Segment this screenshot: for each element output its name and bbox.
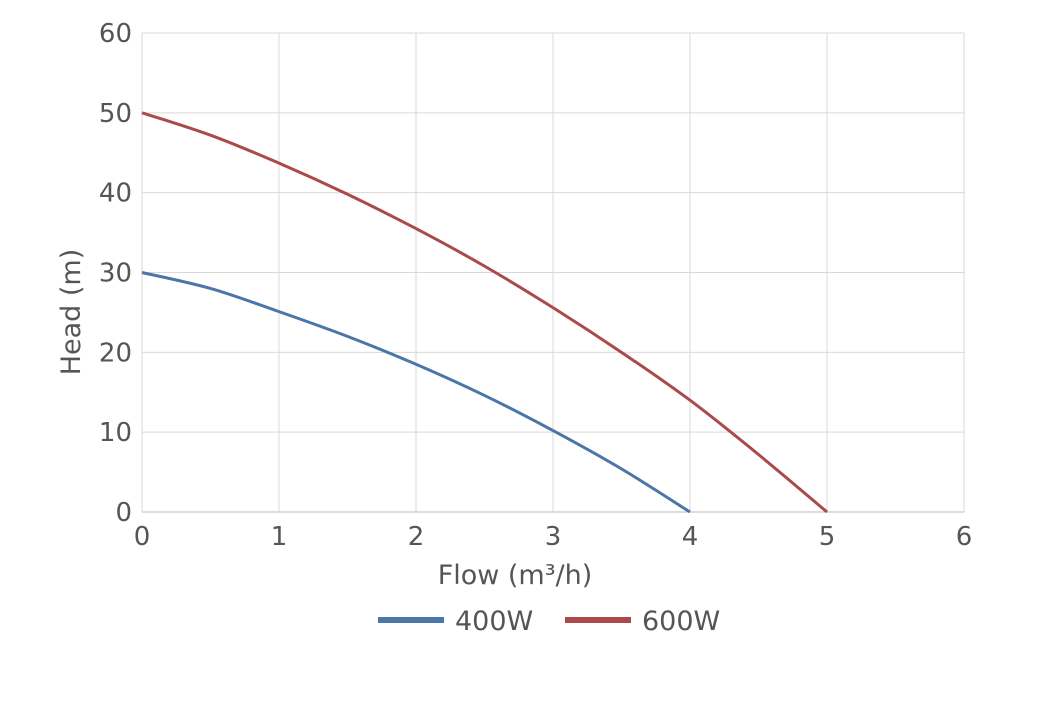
x-tick-label: 1 (271, 522, 288, 552)
y-tick-label: 60 (99, 19, 132, 49)
series-line-600W (141, 111, 828, 514)
series-lines (141, 111, 828, 514)
x-tick-label: 4 (682, 522, 699, 552)
y-tick-label: 20 (99, 338, 132, 368)
y-tick-label: 0 (115, 498, 132, 528)
y-tick-label: 40 (99, 179, 132, 209)
x-tick-label: 6 (956, 522, 973, 552)
x-tick-label: 3 (545, 522, 562, 552)
x-axis-label: Flow (m³/h) (438, 560, 593, 591)
y-tick-label: 30 (99, 259, 132, 289)
y-axis-label: Head (m) (56, 249, 87, 376)
x-tick-label: 2 (408, 522, 425, 552)
legend-label-400W: 400W (455, 606, 533, 637)
x-tick-labels: 0 1 2 3 4 5 6 (134, 522, 973, 552)
legend: 400W 600W (378, 606, 720, 637)
x-tick-label: 0 (134, 522, 151, 552)
legend-label-600W: 600W (642, 606, 720, 637)
series-line-400W (141, 271, 691, 514)
y-tick-labels: 0 10 20 30 40 50 60 (99, 19, 132, 528)
x-tick-label: 5 (819, 522, 836, 552)
y-tick-label: 50 (99, 99, 132, 129)
y-tick-label: 10 (99, 418, 132, 448)
grid (141, 32, 965, 513)
